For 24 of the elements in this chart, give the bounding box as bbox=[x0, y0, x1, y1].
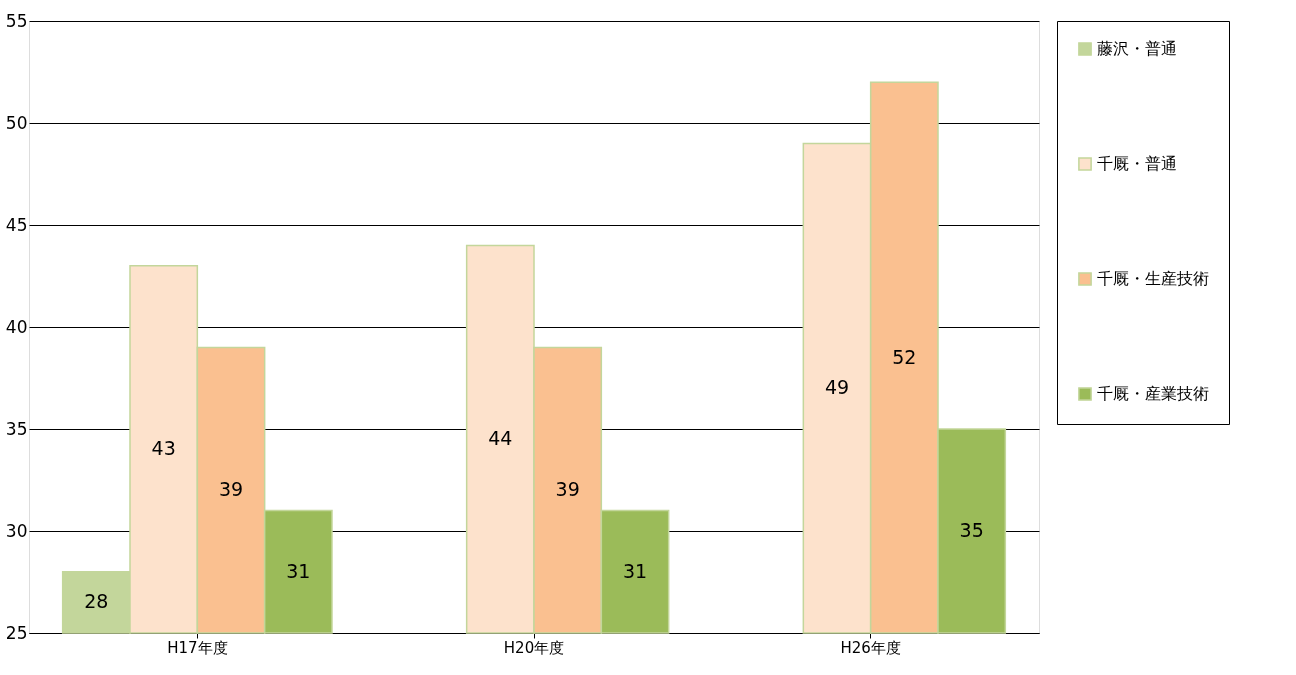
y-tick-label: 40 bbox=[5, 316, 28, 337]
legend-label: 千厩・普通 bbox=[1097, 154, 1177, 173]
data-label: 31 bbox=[622, 559, 648, 582]
data-label: 52 bbox=[892, 345, 917, 368]
legend-label: 千厩・産業技術 bbox=[1097, 384, 1209, 403]
data-label: 39 bbox=[555, 478, 580, 501]
y-tick-label: 35 bbox=[5, 418, 28, 439]
y-tick-label: 50 bbox=[5, 112, 28, 133]
x-tick-label: H26年度 bbox=[840, 638, 901, 657]
legend-label: 藤沢・普通 bbox=[1097, 39, 1177, 58]
data-label: 35 bbox=[959, 519, 984, 541]
data-label: 44 bbox=[488, 427, 513, 450]
y-tick-label: 45 bbox=[5, 214, 28, 235]
y-tick-label: 30 bbox=[5, 520, 28, 541]
x-tick-label: H20年度 bbox=[503, 638, 565, 657]
y-tick-label: 55 bbox=[5, 10, 28, 31]
data-label: 31 bbox=[286, 559, 311, 582]
data-label: 39 bbox=[218, 478, 244, 501]
x-tick-label: H17年度 bbox=[167, 638, 228, 657]
data-label: 28 bbox=[84, 590, 109, 613]
legend-label: 千厩・生産技術 bbox=[1097, 269, 1209, 288]
data-label: 43 bbox=[151, 437, 176, 460]
data-label: 49 bbox=[824, 376, 850, 399]
y-tick-label: 25 bbox=[5, 622, 28, 643]
